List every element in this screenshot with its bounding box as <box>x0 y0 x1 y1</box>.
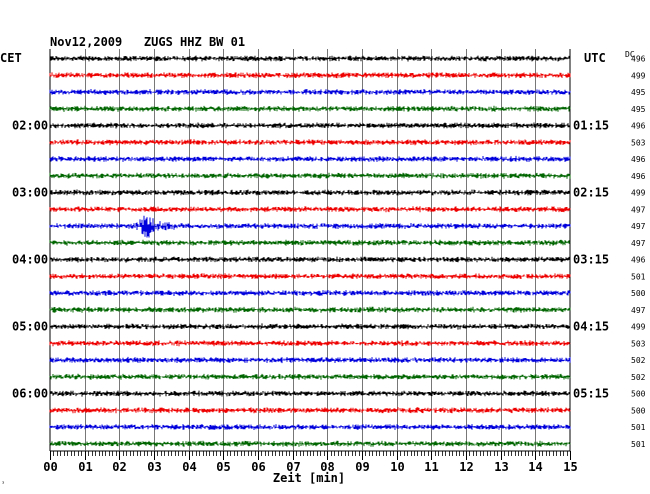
trace-row-3 <box>49 105 571 112</box>
dc-header: DC <box>625 50 635 59</box>
x-tick-label-01: 01 <box>78 460 92 474</box>
dc-value-row-13: 501 <box>631 272 646 281</box>
trace-row-2 <box>49 89 571 95</box>
x-axis-label: Zeit [min] <box>273 471 345 485</box>
left-timezone-label: CET <box>0 51 22 65</box>
chart-title: Nov12,2009 ZUGS HHZ BW 01 <box>50 35 245 49</box>
trace-row-23 <box>49 440 571 447</box>
trace-row-8 <box>49 189 571 196</box>
trace-row-13 <box>49 273 571 280</box>
trace-row-18 <box>49 356 571 364</box>
x-tick-label-03: 03 <box>147 460 161 474</box>
hour-label-right-1: 02:15 <box>573 186 609 200</box>
dc-value-row-0: 496 <box>631 55 646 64</box>
hour-labels: 02:00 01:15 03:00 02:15 04:00 03:15 05:00 04:15… <box>12 119 609 401</box>
x-tick-label-06: 06 <box>251 460 265 474</box>
dc-value-row-8: 499 <box>631 189 646 198</box>
dc-value-row-5: 503 <box>631 138 646 147</box>
x-axis: 00 01 02 03 04 05 06 07 08 09 10 11 12 13 14 15 <box>43 451 578 474</box>
dc-value-row-19: 502 <box>631 373 646 382</box>
dc-value-row-15: 497 <box>631 306 646 315</box>
corner-mark: ᵌ <box>2 480 5 488</box>
right-timezone-label: UTC <box>584 51 606 65</box>
x-tick-label-02: 02 <box>112 460 126 474</box>
dc-value-row-4: 496 <box>631 122 646 131</box>
hour-label-left-3: 05:00 <box>12 320 48 334</box>
trace-row-6 <box>49 155 571 162</box>
hour-label-left-4: 06:00 <box>12 387 48 401</box>
x-tick-label-11: 11 <box>424 460 438 474</box>
dc-value-row-14: 500 <box>631 289 646 298</box>
x-tick-label-15: 15 <box>563 460 577 474</box>
trace-row-10 <box>49 215 571 238</box>
trace-row-11 <box>49 239 571 246</box>
hour-label-right-3: 04:15 <box>573 320 609 334</box>
x-tick-label-12: 12 <box>459 460 473 474</box>
trace-row-15 <box>49 306 571 313</box>
dc-value-row-16: 499 <box>631 323 646 332</box>
x-tick-label-14: 14 <box>528 460 542 474</box>
dc-value-row-2: 495 <box>631 88 646 97</box>
hour-label-left-2: 04:00 <box>12 253 48 267</box>
dc-value-row-21: 500 <box>631 406 646 415</box>
trace-row-7 <box>49 172 571 179</box>
trace-row-5 <box>49 139 571 146</box>
dc-value-row-22: 501 <box>631 423 646 432</box>
x-tick-label-09: 09 <box>355 460 369 474</box>
x-tick-label-00: 00 <box>43 460 57 474</box>
dc-value-row-17: 503 <box>631 339 646 348</box>
trace-row-9 <box>49 206 571 213</box>
trace-row-14 <box>49 290 571 296</box>
dc-value-row-11: 497 <box>631 239 646 248</box>
trace-row-4 <box>49 122 571 129</box>
trace-row-21 <box>49 407 571 414</box>
dc-value-row-23: 501 <box>631 440 646 449</box>
dc-value-row-18: 502 <box>631 356 646 365</box>
trace-row-1 <box>49 72 571 79</box>
trace-row-0 <box>49 55 571 62</box>
dc-value-row-1: 499 <box>631 71 646 80</box>
x-tick-label-07: 07 <box>286 460 300 474</box>
hour-label-right-2: 03:15 <box>573 253 609 267</box>
trace-row-12 <box>49 256 571 263</box>
dc-value-row-12: 496 <box>631 256 646 265</box>
dc-value-row-20: 500 <box>631 390 646 399</box>
dc-values: 496 499 495 495 496 503 496 496 499 497 497 497 496 5… <box>631 55 646 449</box>
seismic-traces <box>49 55 571 447</box>
trace-row-19 <box>49 373 571 380</box>
hour-label-right-4: 05:15 <box>573 387 609 401</box>
grid-lines <box>85 49 536 451</box>
trace-row-22 <box>49 424 571 430</box>
hour-label-left-1: 03:00 <box>12 186 48 200</box>
x-tick-label-04: 04 <box>182 460 196 474</box>
x-tick-label-08: 08 <box>320 460 334 474</box>
x-tick-label-10: 10 <box>390 460 404 474</box>
x-tick-label-13: 13 <box>494 460 508 474</box>
dc-value-row-7: 496 <box>631 172 646 181</box>
dc-value-row-3: 495 <box>631 105 646 114</box>
hour-label-right-0: 01:15 <box>573 119 609 133</box>
trace-row-16 <box>49 323 571 330</box>
trace-row-20 <box>49 390 571 397</box>
x-tick-label-05: 05 <box>216 460 230 474</box>
dc-value-row-10: 497 <box>631 222 646 231</box>
dc-value-row-9: 497 <box>631 205 646 214</box>
hour-label-left-0: 02:00 <box>12 119 48 133</box>
dc-value-row-6: 496 <box>631 155 646 164</box>
trace-row-17 <box>49 340 571 347</box>
